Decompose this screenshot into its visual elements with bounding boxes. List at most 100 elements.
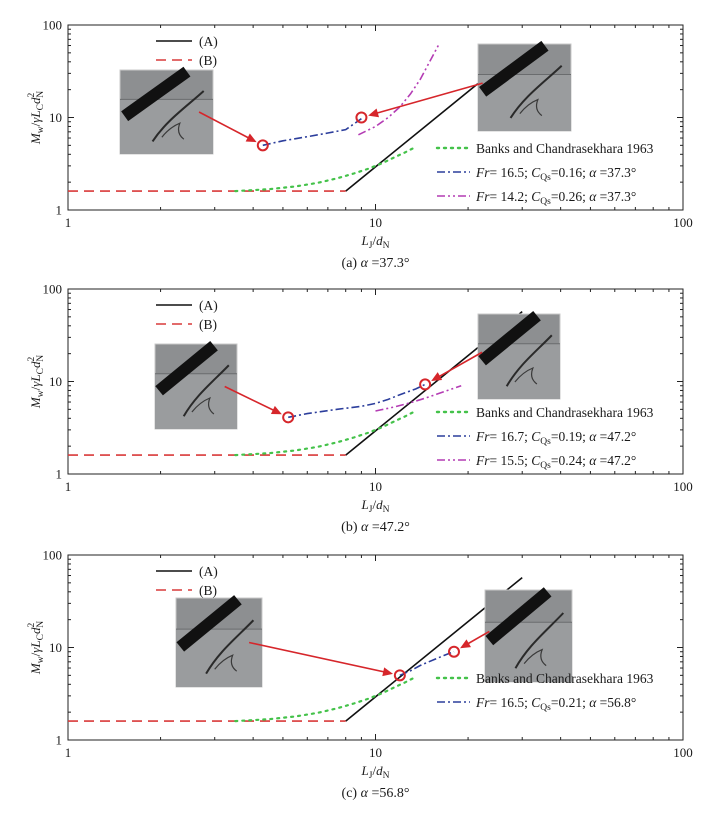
- series-group: [68, 576, 523, 723]
- photo-jet-detail: [191, 396, 215, 415]
- arrow-head: [368, 108, 380, 118]
- series-line-s2: [358, 45, 440, 136]
- photo-jet-plume: [182, 364, 230, 417]
- arrow-head: [270, 405, 282, 415]
- annotation-arrows: [224, 351, 483, 424]
- highlight-marker: [282, 411, 295, 424]
- inset-photo: [484, 587, 573, 683]
- highlight-marker: [256, 139, 269, 152]
- series-line-s2: [375, 384, 462, 412]
- series-line-s1: [262, 118, 362, 147]
- legend-label-A: (A): [199, 34, 218, 49]
- photo-nozzle: [485, 587, 552, 646]
- arrow-head: [431, 372, 443, 381]
- highlight-marker: [393, 669, 406, 682]
- legend-label-s1: Fr= 16.5; CQs=0.16; α =37.3°: [475, 165, 636, 183]
- y-tick-label: 10: [49, 110, 62, 125]
- x-tick-label: 10: [369, 479, 382, 494]
- annotation-arrows: [248, 630, 490, 682]
- arrow-shaft: [198, 111, 250, 140]
- arrow-head: [382, 667, 394, 677]
- panel-caption: (c) α =56.8°: [342, 786, 410, 801]
- photo-jet-detail: [514, 366, 538, 385]
- legend-label-B: (B): [199, 583, 217, 598]
- y-tick-label: 1: [56, 467, 63, 482]
- photo-jet-detail: [161, 122, 185, 140]
- photo-nozzle: [479, 40, 549, 97]
- photo-nozzle: [478, 311, 541, 366]
- legend-label-banks: Banks and Chandrasekhara 1963: [476, 671, 654, 686]
- arrow-head: [245, 133, 257, 143]
- chart-panel-c: 1 10 100 1 10 100 LJ/dN Mw/γLCd2N (c) α =56.8° (A…: [27, 548, 693, 802]
- arrow-head: [460, 639, 471, 649]
- highlight-marker: [419, 378, 432, 391]
- y-tick-label: 100: [43, 18, 63, 33]
- arrow-shaft: [224, 385, 276, 412]
- panel-caption: (b) α =47.2°: [341, 520, 410, 535]
- x-tick-label: 100: [673, 215, 693, 230]
- series-group: [68, 310, 523, 457]
- arrow-shaft: [375, 82, 483, 115]
- series-line-banks: [234, 409, 417, 457]
- legend-bottom: Banks and Chandrasekhara 1963 Fr= 16.7; C…: [435, 405, 654, 471]
- y-tick-label: 1: [56, 733, 63, 748]
- series-line-s1: [399, 650, 455, 677]
- x-axis-label: LJ/dN: [361, 497, 390, 515]
- y-axis-label: Mw/γLCd2N: [27, 91, 46, 145]
- y-tick-label: 1: [56, 203, 63, 218]
- x-tick-label: 1: [65, 215, 72, 230]
- series-line-s1: [288, 383, 426, 419]
- legend-label-A: (A): [199, 298, 218, 313]
- inset-photo: [175, 595, 263, 688]
- legend-label-B: (B): [199, 317, 217, 332]
- legend-bottom: Banks and Chandrasekhara 1963 Fr= 16.5; C…: [435, 141, 654, 207]
- legend-label-banks: Banks and Chandrasekhara 1963: [476, 405, 654, 420]
- y-tick-label: 10: [49, 640, 62, 655]
- y-tick-label: 10: [49, 374, 62, 389]
- photo-jet-plume: [151, 90, 205, 142]
- arrow-shaft: [248, 641, 386, 673]
- y-axis-label: Mw/γLCd2N: [27, 621, 46, 675]
- legend-top: (A) (B): [156, 34, 218, 68]
- legend-label-B: (B): [199, 53, 217, 68]
- y-tick-label: 100: [43, 548, 63, 563]
- x-tick-label: 100: [673, 745, 693, 760]
- arrow-shaft: [437, 351, 483, 378]
- plot-frame: [67, 554, 684, 741]
- inset-photo: [477, 40, 572, 132]
- annotation-arrows: [198, 82, 483, 152]
- photo-jet-plume: [505, 334, 553, 387]
- photo-jet-detail: [519, 98, 543, 117]
- legend-top: (A) (B): [156, 564, 218, 598]
- photo-nozzle: [176, 595, 242, 652]
- series-line-banks: [234, 145, 417, 193]
- legend-label-banks: Banks and Chandrasekhara 1963: [476, 141, 654, 156]
- photo-jet-plume: [514, 612, 565, 669]
- highlight-marker: [355, 111, 368, 124]
- legend-bottom: Banks and Chandrasekhara 1963 Fr= 16.5; C…: [435, 671, 654, 713]
- x-tick-label: 1: [65, 479, 72, 494]
- inset-photo: [119, 66, 214, 155]
- inset-photo: [154, 341, 238, 430]
- series-line-banks: [234, 675, 417, 723]
- panel-caption: (a) α =37.3°: [342, 256, 410, 271]
- x-tick-label: 10: [369, 215, 382, 230]
- highlight-marker: [447, 645, 460, 658]
- y-tick-label: 100: [43, 282, 63, 297]
- legend-label-s2: Fr= 15.5; CQs=0.24; α =47.2°: [475, 453, 636, 471]
- photo-jet-plume: [205, 619, 255, 675]
- legend-label-A: (A): [199, 564, 218, 579]
- x-axis-label: LJ/dN: [361, 763, 390, 781]
- y-axis-label: Mw/γLCd2N: [27, 355, 46, 409]
- photo-nozzle: [155, 341, 218, 396]
- legend-top: (A) (B): [156, 298, 218, 332]
- arrow-shaft: [466, 630, 490, 645]
- x-axis-label: LJ/dN: [361, 233, 390, 251]
- legend-label-s2: Fr= 14.2; CQs=0.26; α =37.3°: [475, 189, 636, 207]
- x-tick-label: 1: [65, 745, 72, 760]
- inset-photo: [477, 311, 561, 400]
- chart-panel-a: 1 10 100 1 10 100 LJ/dN Mw/γLCd2N (a) α =37.3° (A…: [27, 18, 693, 272]
- legend-label-s1: Fr= 16.5; CQs=0.21; α =56.8°: [475, 695, 636, 713]
- photo-jet-detail: [214, 654, 238, 672]
